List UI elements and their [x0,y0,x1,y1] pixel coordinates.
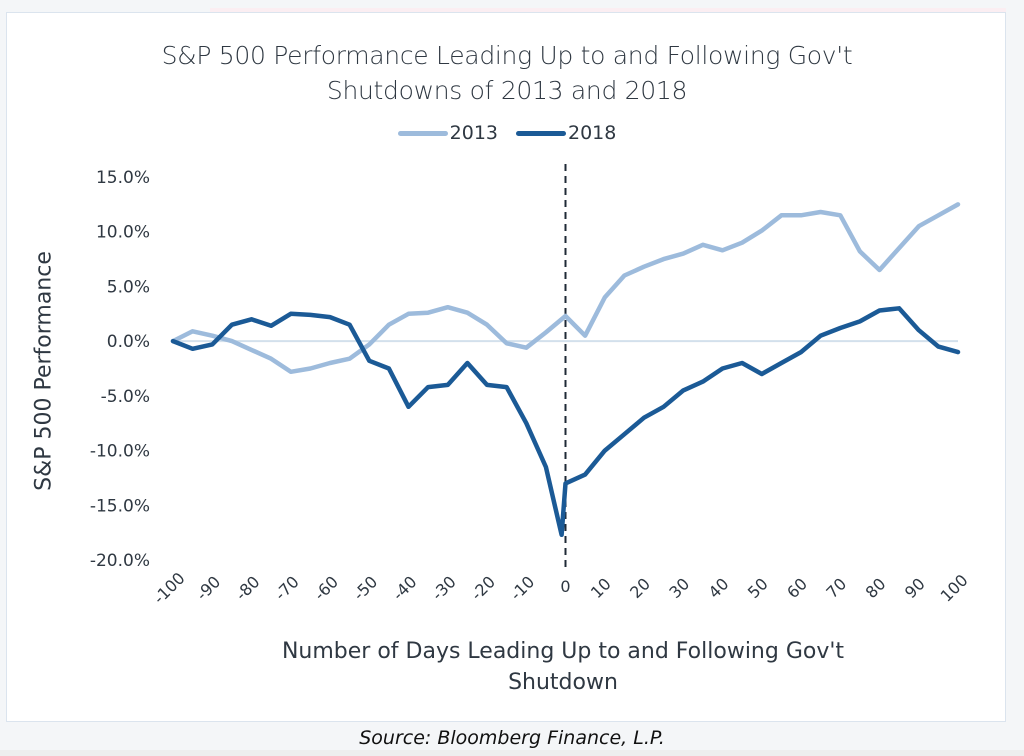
x-axis-label-line-2: Shutdown [508,670,618,695]
x-tick-label: -100 [150,569,189,608]
chart-title-line-2: Shutdowns of 2013 and 2018 [326,76,688,105]
x-tick-label: 60 [783,574,811,602]
x-tick-label: -80 [232,572,264,604]
y-tick-label: -20.0% [90,551,150,571]
x-axis-label: Number of Days Leading Up to and Followi… [0,636,1024,698]
x-tick-label: 40 [705,574,733,602]
legend: 2013 2018 [0,122,1014,144]
y-tick-label: 15.0% [96,168,150,188]
chart-card [6,12,1006,722]
series-group [170,202,961,538]
y-tick-label: -10.0% [90,442,150,462]
x-tick-label: -20 [467,572,499,604]
y-axis-ticks: 15.0% 10.0% 5.0% 0.0% -5.0% -10.0% -15.0% -20.0… [90,168,150,571]
legend-swatch-2013 [397,130,448,136]
x-tick-label: 20 [626,574,654,602]
x-tick-label: -90 [192,572,224,604]
x-tick-label: 30 [665,574,693,602]
legend-swatch-2018 [516,130,566,136]
y-tick-label: -5.0% [101,387,150,407]
x-tick-label: 100 [937,571,972,606]
x-tick-label: -60 [310,572,342,604]
chart-title: S&P 500 Performance Leading Up to and Fo… [0,38,1014,108]
x-tick-label: -70 [271,572,303,604]
x-tick-label: 80 [862,574,890,602]
x-tick-label: 0 [560,577,570,596]
legend-label-2013: 2013 [449,122,498,144]
source-note: Source: Bloomberg Finance, L.P. [359,727,665,749]
x-tick-label: -30 [428,572,460,604]
series-line-2018 [170,306,961,538]
x-tick-label: 70 [822,574,850,602]
legend-item-2013[interactable]: 2013 [397,122,498,144]
x-axis-label-line-1: Number of Days Leading Up to and Followi… [281,639,845,664]
bottom-strip [0,750,1024,756]
x-axis-ticks: -100 -90 -80 -70 -60 -50 -40 -30 -20 -10 0 10 20 30 40… [150,569,972,608]
x-tick-label: 90 [901,574,929,602]
y-tick-label: 5.0% [107,277,150,297]
legend-label-2018: 2018 [568,122,617,144]
top-strip [210,8,1006,12]
x-tick-label: -50 [349,572,381,604]
series-line-2013 [170,202,961,375]
y-tick-label: 10.0% [96,223,150,243]
y-tick-label: 0.0% [107,332,150,352]
x-tick-label: 10 [587,574,615,602]
legend-item-2018[interactable]: 2018 [516,122,616,144]
x-tick-label: -10 [506,572,538,604]
chart-title-line-1: S&P 500 Performance Leading Up to and Fo… [161,41,853,70]
x-tick-label: 50 [744,574,772,602]
x-tick-label: -40 [389,572,421,604]
y-tick-label: -15.0% [90,496,150,516]
